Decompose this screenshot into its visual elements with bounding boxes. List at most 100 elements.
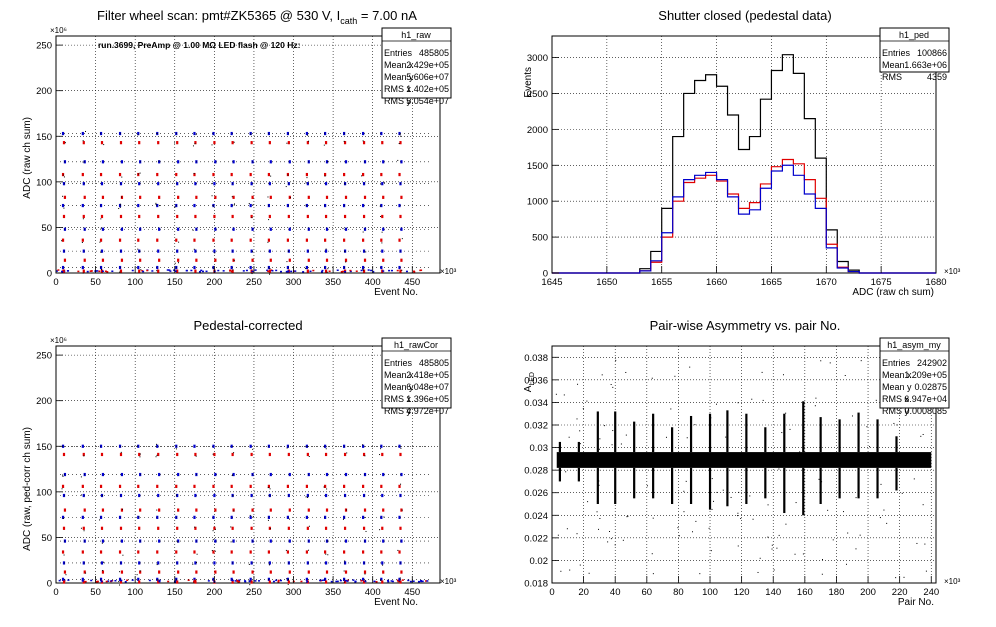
cor-burst-point (137, 444, 140, 448)
asym-outlier-point (610, 384, 612, 386)
raw-burst-point (61, 238, 65, 242)
cor-scatter-point (118, 580, 120, 582)
asym-outlier-point (725, 436, 727, 438)
cor-scatter-point (287, 579, 289, 581)
cor-burst-point (99, 444, 103, 448)
asym-outlier-point (587, 501, 589, 503)
raw-burst-point (175, 238, 178, 242)
cor-baseline-point (390, 580, 393, 582)
cor-burst-point (177, 472, 180, 477)
raw-stats-box: h1_raw Entries 485805 Mean x2.429e+05 Mean … (381, 27, 452, 106)
raw-burst-point (286, 238, 289, 242)
cor-burst-point (324, 580, 328, 584)
raw-tick-label-x: 300 (286, 277, 302, 288)
raw-burst-point (362, 141, 366, 145)
raw-burst-point (81, 131, 84, 136)
raw-scatter-point (342, 228, 344, 230)
raw-baseline-point (230, 270, 233, 273)
cor-burst-point (195, 570, 198, 574)
asym-outlier-point (579, 564, 581, 566)
asym-outlier-point (599, 517, 601, 519)
raw-tick-label-x: 400 (365, 277, 381, 288)
cor-burst-point (343, 580, 347, 584)
raw-burst-point (62, 214, 66, 219)
cor-scatter-point (156, 509, 158, 511)
cor-burst-point (61, 515, 65, 519)
asym-stat-value: 6.947e+04 (904, 394, 947, 404)
raw-burst-point (399, 214, 402, 219)
panel-cor: Pedestal-corrected 0 50 100 150 200 250 300 350… (22, 318, 457, 608)
raw-burst-point (380, 172, 383, 177)
asym-outlier-point (879, 517, 881, 519)
cor-burst-point (230, 577, 233, 581)
raw-scatter-point (82, 272, 84, 274)
asym-stat-label: RMS y (882, 406, 910, 416)
raw-burst-point (398, 172, 401, 177)
cor-burst-point (214, 508, 217, 512)
raw-burst-point (251, 258, 254, 262)
raw-burst-point (249, 265, 252, 270)
cor-burst-point (324, 484, 327, 488)
raw-burst-point (324, 203, 327, 208)
cor-burst-point (382, 472, 385, 477)
panel-asym: Pair-wise Asymmetry vs. pair No. 0 20 40 60… (523, 318, 961, 608)
cor-baseline-point (158, 580, 161, 583)
cor-scatter-point (121, 508, 123, 510)
ped-grid (551, 36, 937, 274)
raw-burst-point (324, 172, 327, 177)
cor-scatter-point (214, 528, 216, 530)
cor-burst-point (287, 452, 290, 457)
cor-burst-point (362, 484, 365, 488)
cor-scatter-point (102, 570, 104, 572)
cor-scatter-point (269, 488, 271, 490)
ped-tick-label-y: 0 (543, 269, 548, 280)
asym-outlier-point (886, 522, 888, 524)
cor-burst-point (381, 526, 384, 530)
asym-outlier-point (843, 511, 845, 513)
raw-scatter-point (193, 248, 195, 250)
cor-scatter-point (308, 549, 310, 551)
asym-outlier-point (565, 471, 567, 473)
cor-burst-point (380, 550, 383, 554)
raw-scatter-point (211, 144, 213, 146)
cor-baseline-point (300, 580, 303, 583)
asym-outlier-point (625, 434, 627, 436)
cor-burst-point (380, 577, 383, 581)
raw-baseline-point (131, 269, 134, 272)
asym-stat-value: 0.02875 (914, 382, 947, 392)
cor-burst-point (306, 526, 309, 530)
asym-stats-box: h1_asym_my Entries 242902 Mean x1.209e+05 M… (879, 337, 950, 416)
raw-burst-point (268, 141, 271, 145)
raw-scatter-point (174, 142, 176, 144)
cor-stats-title: h1_rawCor (394, 340, 438, 350)
cor-burst-point (214, 539, 217, 543)
cor-scatter-point (344, 560, 346, 562)
asym-ticks: 0 20 40 60 80 100 120 140 160 180 200 220 240 0.018 0.… (524, 353, 939, 598)
cor-burst-point (118, 484, 122, 488)
cor-baseline-point (238, 580, 241, 583)
raw-baseline-point (320, 271, 323, 273)
ped-stat-value: 4359 (927, 72, 947, 82)
cor-burst-point (120, 570, 124, 574)
cor-tick-label-x: 300 (286, 587, 302, 598)
raw-burst-point (306, 182, 309, 186)
raw-scatter-point (268, 219, 270, 221)
raw-baseline-point (405, 270, 408, 273)
ped-tick-label-y: 2500 (527, 89, 548, 100)
raw-scatter-point (325, 248, 327, 250)
cor-scatter-point (101, 542, 103, 544)
raw-burst-point (137, 131, 140, 136)
cor-burst-point (231, 452, 234, 457)
cor-burst-point (344, 539, 348, 543)
cor-stat-value: 2.418e+05 (406, 370, 449, 380)
raw-scatter-point (400, 135, 402, 137)
cor-burst-point (99, 577, 103, 581)
cor-scatter-point (212, 530, 214, 532)
cor-scatter-point (267, 487, 269, 489)
cor-burst-point (343, 452, 347, 457)
cor-burst-point (157, 493, 160, 498)
raw-baseline-point (166, 269, 169, 271)
asym-outlier-point (737, 515, 739, 517)
raw-points (56, 130, 432, 275)
cor-burst-point (325, 570, 329, 574)
